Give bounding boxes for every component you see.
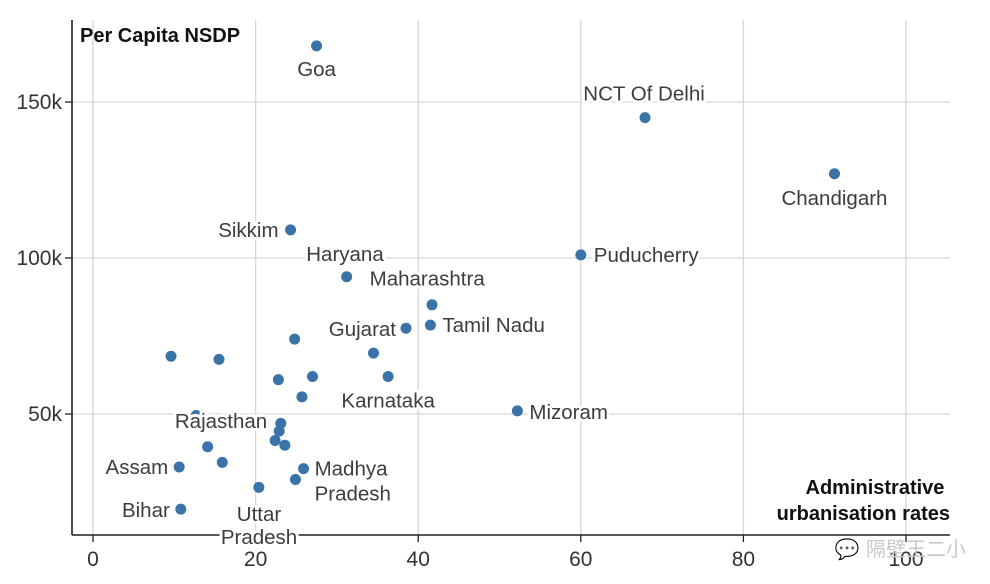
data-point	[367, 347, 379, 359]
point-label: Mizoram	[529, 401, 608, 424]
point-label: Maharashtra	[370, 268, 486, 291]
point-label-line: Puducherry	[594, 244, 700, 267]
data-point	[216, 456, 228, 468]
x-axis-title: Administrative urbanisation rates	[777, 477, 950, 525]
data-point	[511, 405, 523, 417]
point-label: Uttar Pradesh	[221, 503, 297, 549]
point-label-line: NCT Of Delhi	[583, 83, 705, 106]
point-label-line: Rajasthan	[175, 410, 267, 433]
data-point	[639, 112, 651, 124]
data-point	[307, 371, 319, 383]
point-label-line: Goa	[297, 58, 336, 81]
point-label-line: Madhya	[315, 458, 389, 481]
point-label: Bihar	[122, 499, 170, 522]
data-points	[165, 40, 840, 515]
point-label-line: Bihar	[122, 499, 170, 522]
point-label-line: Chandigarh	[781, 187, 887, 210]
x-axis-title-line-2: urbanisation rates	[777, 503, 950, 525]
point-label: Rajasthan	[175, 410, 267, 433]
data-point	[173, 461, 185, 473]
point-label-line: Assam	[106, 456, 169, 479]
point-label-line: Gujarat	[329, 318, 397, 341]
point-label-line: Tamil Nadu	[442, 314, 545, 337]
point-label: Haryana	[306, 243, 384, 266]
point-label: Tamil Nadu	[442, 314, 545, 337]
x-tick-label: 20	[244, 548, 267, 571]
data-point	[273, 425, 285, 437]
point-label-line: Maharashtra	[370, 268, 486, 291]
data-point	[289, 333, 301, 345]
x-tick-label: 40	[407, 548, 430, 571]
point-label: Goa	[297, 58, 336, 81]
y-tick-label: 150k	[16, 91, 62, 114]
data-point	[175, 503, 187, 515]
data-point	[426, 299, 438, 311]
data-point	[575, 249, 587, 261]
point-label-line: Uttar	[237, 503, 282, 526]
point-label: NCT Of Delhi	[583, 83, 705, 106]
data-point	[400, 322, 412, 334]
point-label-line: Pradesh	[221, 526, 297, 549]
point-label: Puducherry	[594, 244, 700, 267]
x-tick-label: 100	[888, 548, 923, 571]
data-point	[269, 435, 281, 447]
point-label-line: Mizoram	[529, 401, 608, 424]
data-point	[202, 441, 214, 453]
point-label-line: Sikkim	[218, 219, 278, 242]
x-axis-title-line-1: Administrative	[806, 477, 945, 499]
point-label: Assam	[106, 456, 169, 479]
point-label: Karnataka	[341, 390, 435, 413]
data-point	[279, 439, 291, 451]
y-tick-label: 50k	[28, 403, 62, 426]
data-point	[253, 481, 265, 493]
data-point	[289, 474, 301, 486]
data-point	[165, 350, 177, 362]
data-point	[828, 168, 840, 180]
data-point	[285, 224, 297, 236]
data-point	[341, 271, 353, 283]
data-point	[298, 463, 310, 475]
point-label-line: Karnataka	[341, 390, 435, 413]
x-tick-label: 60	[569, 548, 592, 571]
axes: 0 20 40 60 80 100 50k 100k 150k	[16, 20, 950, 571]
x-tick-label: 80	[732, 548, 755, 571]
point-label: Sikkim	[218, 219, 278, 242]
data-point	[311, 40, 323, 52]
y-axis-title: Per Capita NSDP	[80, 25, 240, 47]
data-point	[382, 371, 394, 383]
x-tick-label: 0	[87, 548, 99, 571]
data-point	[296, 391, 308, 403]
watermark: 💬 隔壁王二小	[834, 537, 966, 561]
y-tick-label: 100k	[16, 247, 62, 270]
point-label: Madhya Pradesh	[315, 458, 391, 506]
data-point	[213, 353, 225, 365]
point-label-line: Pradesh	[315, 483, 391, 506]
point-label-line: Haryana	[306, 243, 384, 266]
point-label: Gujarat	[329, 318, 397, 341]
data-point	[272, 374, 284, 386]
point-label: Chandigarh	[781, 187, 887, 210]
grid-lines	[72, 20, 950, 535]
data-point	[190, 410, 202, 422]
data-point	[424, 319, 436, 331]
point-labels: Goa NCT Of Delhi Chandigarh Sikkim Puducherr…	[103, 55, 891, 552]
